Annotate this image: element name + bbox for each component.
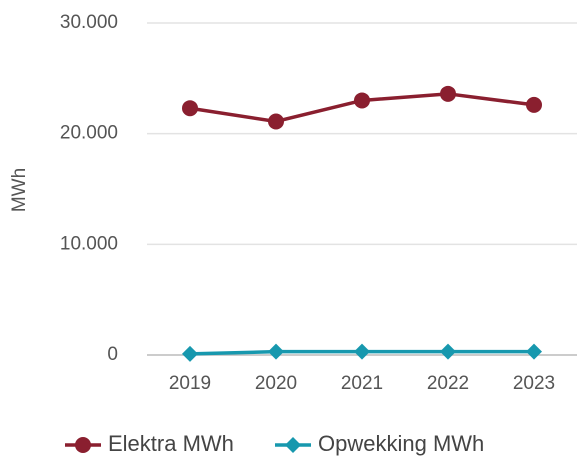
y-tick-label: 30.000: [60, 12, 118, 33]
x-tick-label: 2022: [427, 373, 469, 394]
y-tick-label: 10.000: [60, 233, 118, 254]
marker: [285, 437, 301, 453]
y-tick-label: 0: [107, 344, 118, 365]
legend: Elektra MWh Opwekking MWh: [65, 431, 484, 456]
marker: [182, 345, 198, 362]
x-tick-label: 2023: [513, 373, 555, 394]
marker: [354, 92, 370, 109]
marker: [268, 113, 284, 130]
marker: [526, 96, 542, 113]
marker: [354, 343, 370, 360]
legend-label: Opwekking MWh: [318, 431, 484, 456]
x-tick-label: 2021: [341, 373, 383, 394]
marker: [526, 343, 542, 360]
y-axis-label: MWh: [9, 168, 30, 212]
marker: [75, 437, 91, 453]
marker: [268, 343, 284, 360]
x-tick-label: 2020: [255, 373, 297, 394]
marker: [182, 100, 198, 117]
marker: [440, 343, 456, 360]
marker: [440, 85, 456, 102]
y-tick-label: 20.000: [60, 123, 118, 144]
x-tick-label: 2019: [169, 373, 211, 394]
legend-label: Elektra MWh: [108, 431, 234, 456]
